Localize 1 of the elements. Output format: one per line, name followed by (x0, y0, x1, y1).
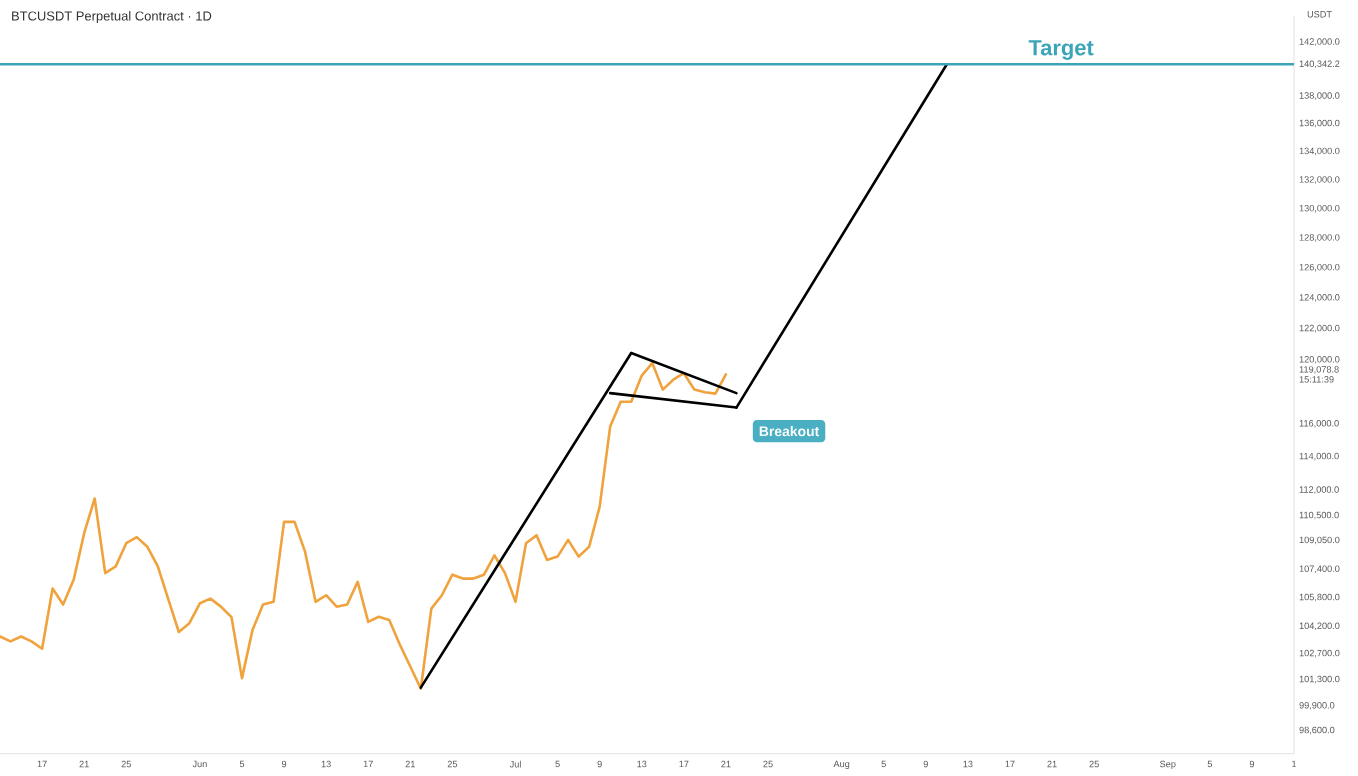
ref-line-label: Target (1028, 40, 1094, 60)
